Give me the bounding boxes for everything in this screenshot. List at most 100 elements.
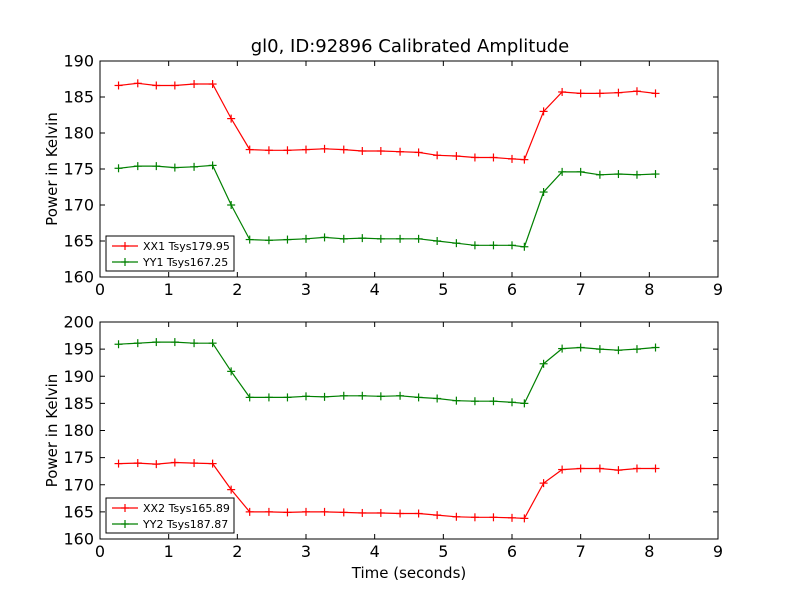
- data-point: [595, 345, 604, 354]
- data-point: [264, 146, 273, 155]
- x-tick-label: 6: [507, 280, 517, 299]
- data-point: [170, 458, 179, 467]
- y-tick-label: 165: [63, 502, 94, 521]
- data-point: [558, 87, 567, 96]
- x-tick-label: 3: [301, 280, 311, 299]
- x-tick-label: 7: [576, 542, 586, 561]
- data-point: [339, 234, 348, 243]
- data-point: [433, 511, 442, 520]
- data-point: [576, 167, 585, 176]
- y-axis-label: Power in Kelvin: [43, 112, 61, 226]
- data-point: [452, 396, 461, 405]
- data-point: [320, 233, 329, 242]
- data-point: [651, 89, 660, 98]
- data-point: [489, 397, 498, 406]
- data-point: [396, 391, 405, 400]
- data-point: [396, 234, 405, 243]
- data-point: [489, 153, 498, 162]
- x-tick-label: 0: [95, 542, 105, 561]
- data-point: [433, 151, 442, 160]
- y-tick-label: 175: [63, 160, 94, 179]
- chart-title: gl0, ID:92896 Calibrated Amplitude: [251, 36, 570, 57]
- x-tick-label: 1: [164, 280, 174, 299]
- data-point: [632, 345, 641, 354]
- data-point: [414, 393, 423, 402]
- data-point: [227, 114, 236, 123]
- data-point: [576, 464, 585, 473]
- y-tick-label: 160: [63, 530, 94, 549]
- data-point: [376, 147, 385, 155]
- y-tick-label: 185: [63, 88, 94, 107]
- top-plot-panel: 0 1 2 3 4 5 6 7 8 9 160 165 170 175 180 185 190 Power in …: [43, 52, 723, 300]
- x-tick-label: 4: [370, 280, 380, 299]
- data-point: [264, 236, 273, 245]
- data-point: [539, 359, 548, 368]
- data-point: [208, 161, 217, 170]
- data-point: [320, 144, 329, 153]
- data-point: [245, 145, 254, 154]
- x-tick-label: 9: [713, 280, 723, 299]
- data-point: [190, 459, 199, 468]
- series-line-2: [118, 341, 656, 405]
- x-tick-label: 5: [438, 542, 448, 561]
- y-tick-label: 185: [63, 394, 94, 413]
- data-point: [283, 146, 292, 155]
- data-point: [245, 507, 254, 516]
- data-point: [358, 391, 367, 400]
- data-point: [227, 367, 236, 376]
- data-point: [152, 162, 161, 171]
- data-point: [114, 340, 123, 349]
- y-tick-label: 190: [63, 367, 94, 386]
- data-point: [558, 465, 567, 474]
- y-axis-label: Power in Kelvin: [43, 374, 61, 488]
- data-point: [520, 155, 529, 164]
- data-point: [539, 479, 548, 488]
- data-point: [152, 338, 161, 347]
- data-point: [508, 398, 516, 407]
- data-point: [452, 239, 461, 248]
- data-point: [539, 188, 548, 197]
- y-tick-label: 160: [63, 268, 94, 287]
- data-point: [302, 145, 310, 154]
- data-point: [170, 81, 179, 90]
- data-point: [358, 508, 367, 517]
- data-point: [508, 513, 516, 522]
- data-point: [320, 507, 329, 516]
- data-point: [133, 162, 142, 171]
- series-line-2: [118, 164, 656, 248]
- data-point: [470, 513, 479, 522]
- data-point: [614, 170, 623, 179]
- data-point: [133, 79, 142, 88]
- data-point: [152, 460, 161, 469]
- data-point: [358, 234, 367, 243]
- data-point: [376, 392, 385, 401]
- data-point: [651, 170, 660, 179]
- data-point: [264, 393, 273, 402]
- data-point: [614, 88, 623, 97]
- data-point: [208, 459, 217, 468]
- x-tick-label: 8: [644, 280, 654, 299]
- data-point: [339, 391, 348, 400]
- data-point: [376, 234, 385, 243]
- data-point: [452, 152, 461, 161]
- data-point: [227, 201, 236, 209]
- data-point: [245, 393, 254, 402]
- data-point: [576, 89, 585, 98]
- data-point: [396, 147, 405, 156]
- bottom-plot-panel: 0 1 2 3 4 5 6 7 8 9 160 165 170 175 180 185 190 195 200 Pow…: [43, 313, 723, 583]
- data-point: [470, 153, 479, 162]
- data-point: [558, 344, 567, 353]
- data-point: [414, 148, 423, 157]
- data-point: [576, 343, 585, 352]
- data-point: [489, 241, 498, 250]
- y-tick-label: 200: [63, 313, 94, 332]
- data-point: [376, 508, 385, 517]
- data-point: [133, 339, 142, 348]
- series-line-1: [118, 82, 656, 161]
- x-tick-label: 0: [95, 280, 105, 299]
- data-point: [520, 399, 529, 408]
- y-tick-label: 170: [63, 475, 94, 494]
- data-point: [302, 392, 310, 401]
- data-point: [114, 81, 123, 90]
- data-point: [283, 393, 292, 402]
